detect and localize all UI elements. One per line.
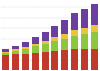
Bar [51,37,58,41]
Bar [71,36,78,49]
Bar [61,34,68,39]
Bar [81,34,88,49]
Bar [61,39,68,50]
Bar [42,32,49,41]
Bar [2,49,9,52]
Bar [42,52,49,70]
Bar [32,37,39,44]
Bar [81,28,88,34]
Bar [51,26,58,37]
Bar [2,52,9,53]
Bar [32,46,39,53]
Bar [2,55,9,70]
Bar [61,20,68,34]
Bar [12,51,19,54]
Bar [42,41,49,44]
Bar [22,54,29,70]
Bar [22,42,29,47]
Bar [61,50,68,70]
Bar [71,49,78,70]
Bar [51,41,58,51]
Bar [32,53,39,70]
Bar [91,4,98,25]
Bar [42,44,49,52]
Bar [12,49,19,51]
Bar [2,53,9,55]
Bar [22,47,29,49]
Bar [32,44,39,46]
Bar [71,13,78,30]
Bar [22,49,29,54]
Bar [91,49,98,70]
Bar [71,30,78,36]
Bar [51,51,58,70]
Bar [81,9,88,28]
Bar [12,46,19,49]
Bar [91,25,98,32]
Bar [91,32,98,49]
Bar [81,49,88,70]
Bar [12,54,19,70]
